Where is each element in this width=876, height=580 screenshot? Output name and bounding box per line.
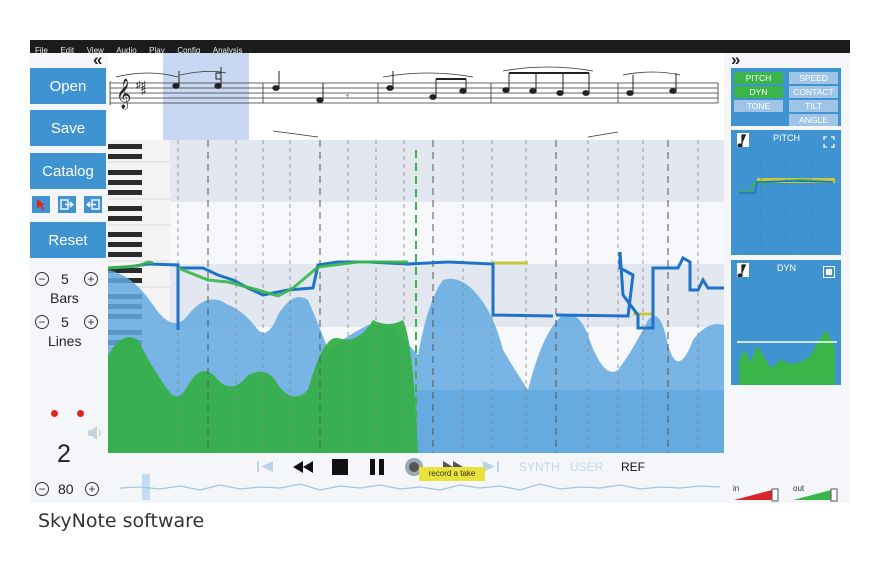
param-angle-button[interactable]: ANGLE [789,114,838,126]
menu-view[interactable]: View [86,46,104,55]
collapse-left-button[interactable]: « [93,50,103,69]
skip-start-button[interactable] [255,458,277,476]
pitch-panel[interactable]: PITCH [731,130,841,255]
svg-text:𝄾: 𝄾 [346,91,349,103]
expand-right-button[interactable]: » [731,50,741,69]
pause-button[interactable] [367,458,387,476]
lines-label: Lines [48,333,82,349]
menu-file[interactable]: File [35,46,48,55]
svg-text:♯: ♯ [141,86,146,97]
synth-mode-button[interactable]: SYNTH [519,460,560,474]
param-contact-button[interactable]: CONTACT [789,86,838,98]
param-speed-button[interactable]: SPEED [789,72,838,84]
catalog-button[interactable]: Catalog [30,153,106,189]
import-button[interactable] [84,196,102,213]
param-tilt-button[interactable]: TILT [789,100,838,112]
pitch-panel-title: PITCH [773,133,800,143]
tempo-decrease-button[interactable]: − [35,482,49,496]
lines-increase-button[interactable]: + [84,315,98,329]
stop-button[interactable] [330,458,350,476]
visualization-area[interactable] [107,140,724,453]
user-mode-button[interactable]: USER [570,460,604,474]
menu-bar: File Edit View Audio Play Config Analysi… [30,40,850,55]
caption: SkyNote software [38,510,205,532]
record-tooltip: record a take [419,467,485,481]
record-button[interactable] [403,457,425,477]
dyn-mini-graph [737,330,837,385]
menu-edit[interactable]: Edit [60,46,75,55]
tempo-value: 80 [58,481,74,497]
reset-button[interactable]: Reset [30,222,106,258]
dyn-panel[interactable]: DYN [731,260,841,385]
skip-end-button[interactable] [479,458,501,476]
input-level-meter[interactable] [732,486,784,502]
export-icon [60,199,75,210]
dyn-panel-title: DYN [777,263,797,273]
bars-increase-button[interactable]: + [84,272,98,286]
overview-waveform[interactable] [120,472,730,502]
export-button[interactable] [58,196,76,213]
transport-bar: SYNTH USER REF [255,456,695,478]
open-button[interactable]: Open [30,68,106,104]
lines-value: 5 [61,314,69,330]
param-tone-button[interactable]: TONE [734,100,783,112]
rewind-button[interactable] [291,458,315,476]
lines-decrease-button[interactable]: − [35,315,49,329]
menu-audio[interactable]: Audio [116,46,137,55]
bars-decrease-button[interactable]: − [35,272,49,286]
cursor-arrow-icon [37,199,45,210]
count-in-value: 2 [57,440,71,468]
note-icon[interactable] [737,133,749,152]
svg-text:♯♯: ♯♯ [136,80,146,91]
pointer-tool-button[interactable] [32,196,50,213]
output-level-meter[interactable] [791,486,843,502]
menu-analysis[interactable]: Analysis [212,46,243,55]
score-staff[interactable]: 𝄞 ♯♯ ♯ 𝄾 [108,53,724,140]
import-icon [85,199,100,210]
param-dyn-button[interactable]: DYN [734,86,783,98]
speaker-icon[interactable] [85,423,105,448]
note-icon[interactable] [737,263,749,282]
bars-value: 5 [61,271,69,287]
expand-icon[interactable] [823,135,835,153]
input-level-label: in [733,484,740,493]
metronome-dot-2 [77,410,84,417]
bars-label: Bars [50,290,79,306]
output-level-label: out [793,484,805,493]
menu-config[interactable]: Config [177,46,201,55]
pitch-mini-graph [739,160,835,250]
metronome-dot-1 [51,410,58,417]
param-pitch-button[interactable]: PITCH [734,72,783,84]
ref-mode-button[interactable]: REF [621,460,645,474]
parameter-selector: PITCH SPEED DYN CONTACT TONE TILT ANGLE [731,68,841,126]
tempo-increase-button[interactable]: + [85,482,99,496]
menu-play[interactable]: Play [149,46,165,55]
save-button[interactable]: Save [30,110,106,146]
svg-text:𝄞: 𝄞 [116,78,131,110]
collapse-icon[interactable] [823,265,835,283]
